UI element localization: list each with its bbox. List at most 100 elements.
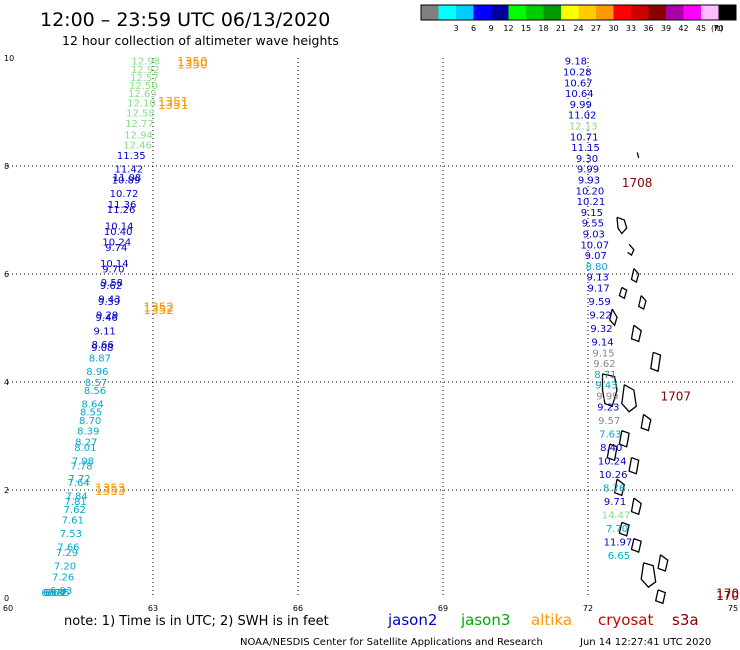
- island-outline: [640, 562, 657, 589]
- colorbar-legend: 3 6 9 12 15 18 21 24 27 30 33 36 39 42 45 70: [420, 4, 737, 33]
- wave-height-label: 9.15: [581, 208, 603, 219]
- colorbar-swatch: [631, 5, 649, 20]
- wave-height-label: 10.71: [570, 132, 599, 143]
- wave-height-label: 11.15: [571, 143, 600, 154]
- wave-height-label: 7.29: [56, 548, 78, 559]
- x-tick-label: 63: [148, 604, 158, 613]
- wave-height-label: 6.64: [43, 588, 65, 599]
- wave-height-label: 8.66: [92, 340, 114, 351]
- wave-height-label: 9.99: [577, 165, 599, 176]
- island-outline: [618, 286, 628, 300]
- wave-height-label: 8.55: [80, 408, 102, 419]
- wave-height-label: 10.67: [564, 78, 593, 89]
- chart-title: 12:00 – 23:59 UTC 06/13/2020: [40, 9, 330, 31]
- axis-tick-labels: 60 63 66 69 72 75 0 2 4 6 8 10: [3, 54, 738, 613]
- island-outline: [616, 216, 628, 235]
- colorbar-swatch: [666, 5, 684, 20]
- wave-height-label: 10.14: [100, 259, 129, 270]
- wave-height-label: 6.58: [41, 588, 63, 599]
- y-tick-label: 8: [4, 162, 9, 171]
- wave-height-label: 11.02: [568, 111, 597, 122]
- wave-height-label: 8.01: [74, 443, 96, 454]
- wave-height-label: 8.39: [77, 427, 99, 438]
- wave-height-label: 12.69: [128, 89, 157, 100]
- wave-height-labels: 12.9812.9212.5712.5012.6912.1012.5812.77…: [41, 57, 632, 599]
- wave-height-label: 10.21: [577, 197, 606, 208]
- wave-height-label: 7.70: [606, 524, 628, 535]
- wave-height-label: 7.53: [60, 529, 82, 540]
- wave-height-label: 10.07: [580, 240, 609, 251]
- colorbar-swatch: [491, 5, 509, 20]
- wave-height-label: 9.57: [598, 416, 620, 427]
- colorbar-swatch: [683, 5, 701, 20]
- legend-s3a: s3a: [672, 611, 699, 629]
- island-outline: [618, 521, 630, 537]
- wave-height-label: 8.56: [84, 386, 106, 397]
- colorbar-label: 45: [696, 24, 706, 33]
- colorbar-label: 30: [608, 24, 618, 33]
- legend-altika: altika: [531, 611, 572, 629]
- wave-height-label: 10.64: [565, 89, 594, 100]
- wave-height-label: 10.89: [112, 176, 141, 187]
- wave-height-label: 9.59: [588, 297, 610, 308]
- wave-height-label: 9.46: [95, 313, 117, 324]
- y-tick-label: 0: [4, 594, 9, 603]
- wave-height-label: 9.08: [91, 343, 113, 354]
- colorbar-label: 36: [643, 24, 653, 33]
- y-tick-label: 4: [4, 378, 9, 387]
- legend-jason3: jason3: [460, 611, 510, 629]
- grid-lines: [8, 58, 733, 598]
- wave-height-label: 8.27: [75, 437, 97, 448]
- wave-height-label: 8.71: [594, 370, 616, 381]
- cycle-label: 1706: [716, 587, 740, 601]
- wave-height-label: 9.58: [101, 278, 123, 289]
- wave-height-label: 7.26: [52, 572, 74, 583]
- island-outline: [654, 589, 667, 605]
- legend-jason2: jason2: [387, 611, 437, 629]
- wave-height-label: 9.74: [105, 243, 127, 254]
- colorbar-swatch: [596, 5, 614, 20]
- wave-height-label: 8.96: [86, 367, 108, 378]
- wave-height-label: 12.92: [131, 65, 160, 76]
- wave-height-label: 7.78: [70, 462, 92, 473]
- wave-height-label: 7.20: [54, 562, 76, 573]
- colorbar-swatch: [421, 5, 439, 20]
- colorbar-swatch: [456, 5, 474, 20]
- wave-height-label: 10.14: [105, 221, 134, 232]
- wave-height-label: 6.72: [45, 588, 67, 599]
- colorbar-label: 15: [521, 24, 531, 33]
- wave-height-label: 9.99: [570, 100, 592, 111]
- colorbar-label: 42: [678, 24, 688, 33]
- cycle-label: 1351: [158, 95, 189, 109]
- island-outline: [601, 373, 618, 408]
- wave-height-label: 12.58: [126, 109, 155, 120]
- wave-height-label: 10.40: [104, 227, 133, 238]
- wave-height-label: 9.99: [596, 392, 618, 403]
- wave-height-label: 7.98: [72, 456, 94, 467]
- satellite-legend: jason2 jason3 altika cryosat s3a: [387, 611, 699, 629]
- wave-height-label: 9.14: [591, 338, 613, 349]
- y-tick-label: 2: [4, 486, 9, 495]
- wave-height-label: 11.26: [107, 205, 136, 216]
- colorbar-swatch: [648, 5, 666, 20]
- colorbar-swatch: [508, 5, 526, 20]
- wave-height-label: 9.29: [96, 311, 118, 322]
- colorbar-label: 18: [538, 24, 548, 33]
- wave-height-label: 6.85: [48, 588, 70, 599]
- wave-height-label: 8.87: [89, 354, 111, 365]
- x-tick-label: 75: [728, 604, 738, 613]
- colorbar-label: 21: [556, 24, 566, 33]
- colorbar-frame: [420, 4, 737, 21]
- footer-note: note: 1) Time is in UTC; 2) SWH is in fe…: [64, 614, 329, 629]
- wave-height-label: 9.93: [578, 176, 600, 187]
- wave-height-label: 9.07: [585, 251, 607, 262]
- colorbar-swatch: [473, 5, 491, 20]
- wave-height-label: 9.43: [595, 381, 617, 392]
- x-tick-label: 60: [3, 604, 13, 613]
- wave-height-label: 10.24: [598, 456, 627, 467]
- colorbar-label: 6: [471, 24, 476, 33]
- x-tick-label: 72: [583, 604, 593, 613]
- wave-height-label: 9.70: [102, 265, 124, 276]
- wave-height-label: 9.11: [94, 327, 116, 338]
